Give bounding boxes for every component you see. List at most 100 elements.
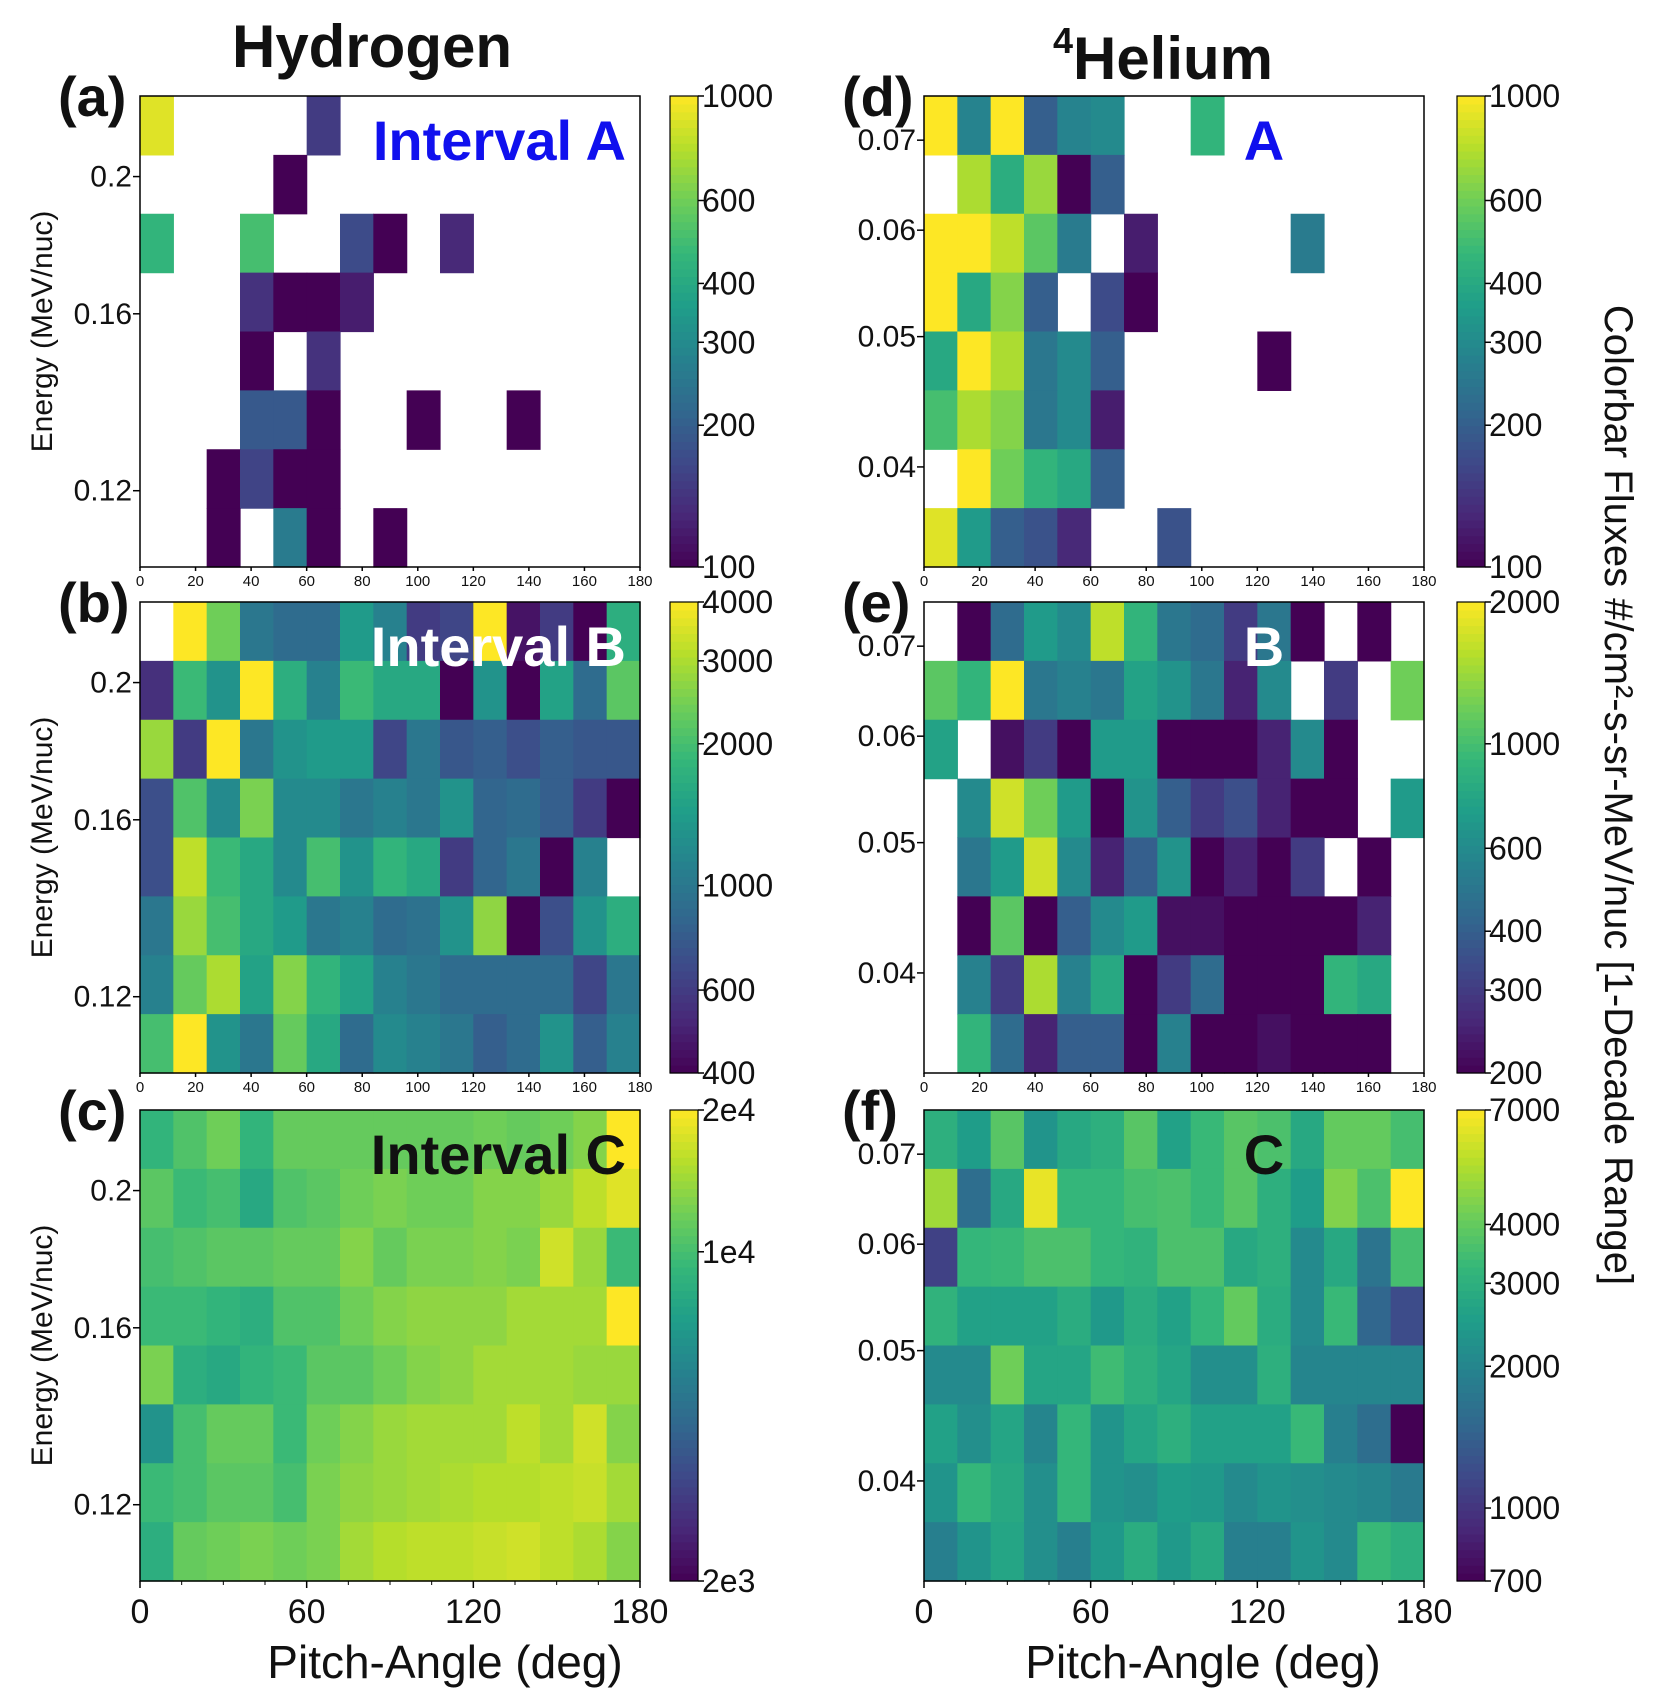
heatmap-cell	[240, 1286, 274, 1347]
colorbar-segment	[670, 1321, 698, 1331]
heatmap-cell	[1024, 449, 1058, 509]
heatmap-cell	[957, 778, 992, 839]
heatmap-cell	[1290, 719, 1325, 780]
heatmap-cell	[173, 955, 208, 1015]
heatmap-cell	[1057, 1286, 1092, 1347]
heatmap-cell	[506, 719, 541, 780]
colorbar-segment	[670, 229, 698, 238]
heatmap-cells-c	[140, 1110, 641, 1582]
heatmap-cell	[373, 508, 408, 568]
heatmap-cell	[273, 1345, 308, 1405]
x-tick-label: 100	[1189, 573, 1214, 590]
colorbar-segment	[1457, 829, 1485, 839]
heatmap-cell	[606, 1110, 641, 1170]
heatmap-cell	[240, 213, 274, 274]
colorbar-segment	[1457, 150, 1485, 160]
heatmap-cell	[1357, 1168, 1392, 1229]
heatmap-cell	[924, 1404, 958, 1464]
heatmap-cell	[140, 213, 174, 274]
colorbar-segment	[1457, 1235, 1485, 1245]
heatmap-cell	[1224, 778, 1258, 839]
heatmap-cell	[306, 508, 341, 568]
heatmap-cell	[1224, 1014, 1258, 1074]
colorbar-segment	[670, 735, 698, 744]
heatmap-cell	[473, 1227, 508, 1288]
colorbar-tick-label: 2000	[1489, 584, 1560, 620]
title-helium-superscript: 4	[1053, 20, 1073, 61]
heatmap-cell	[373, 213, 408, 274]
colorbar-d: 100 200 300 400 600 1000	[1456, 78, 1560, 585]
colorbar-segment	[670, 425, 698, 435]
heatmap-cell	[1090, 1110, 1125, 1170]
panel-d: 0.07 0.06 0.05 0.04 0 20 40 60 80 100 120 140 160 180…	[842, 65, 1560, 590]
heatmap-cell	[573, 896, 608, 956]
heatmap-cell	[373, 1286, 408, 1347]
heatmap-cell	[1124, 1168, 1158, 1229]
heatmap-cell	[206, 1110, 241, 1170]
colorbar-segment	[670, 1125, 698, 1135]
heatmap-cell	[140, 955, 174, 1015]
heatmap-cell	[1124, 719, 1158, 780]
colorbar-segment	[670, 253, 698, 262]
colorbar-segment	[1457, 1518, 1485, 1527]
colorbar-segment	[670, 1057, 698, 1066]
heatmap-cell	[506, 1168, 541, 1229]
colorbar-segment	[1457, 221, 1485, 231]
heatmap-cell	[573, 602, 608, 662]
colorbar-segment	[670, 150, 698, 160]
colorbar-segment	[670, 457, 698, 466]
heatmap-cell	[1057, 660, 1092, 721]
colorbar-tick-label: 3000	[1489, 1265, 1560, 1301]
colorbar-segment	[1457, 892, 1485, 901]
heatmap-cell	[506, 1014, 541, 1074]
heatmap-cell	[173, 1522, 208, 1582]
colorbar-segment	[1457, 1439, 1485, 1449]
colorbar-segment	[670, 339, 698, 348]
colorbar-segment	[1457, 798, 1485, 807]
heatmap-cell	[1257, 896, 1292, 956]
heatmap-cell	[924, 508, 958, 568]
colorbar-segment	[1457, 449, 1485, 458]
heatmap-cell	[273, 1227, 308, 1288]
heatmap-cell	[140, 1463, 174, 1523]
colorbar-segment	[1457, 1141, 1485, 1150]
colorbar-segment	[1457, 633, 1485, 642]
colorbar-segment	[1457, 394, 1485, 403]
colorbar-segment	[1457, 1188, 1485, 1197]
heatmap-cell	[1324, 1286, 1358, 1347]
colorbar-segment	[670, 1455, 698, 1464]
x-tick-label: 100	[405, 573, 430, 590]
heatmap-cell	[506, 778, 541, 839]
colorbar-segment	[670, 543, 698, 552]
colorbar-segment	[1457, 519, 1485, 529]
colorbar-segment	[1457, 900, 1485, 909]
heatmap-cell	[440, 896, 474, 956]
colorbar-segment	[1457, 625, 1485, 634]
colorbar-segment	[670, 719, 698, 729]
heatmap-cell	[1324, 719, 1358, 780]
heatmap-cell	[1124, 1227, 1158, 1288]
heatmap-cell	[373, 837, 408, 897]
heatmap-cell	[1090, 837, 1125, 897]
heatmap-cell	[406, 837, 441, 897]
colorbar-segment	[670, 1235, 698, 1245]
heatmap-cell	[540, 602, 574, 662]
heatmap-cell	[1024, 508, 1058, 568]
heatmap-cell	[173, 1227, 208, 1288]
heatmap-cell	[1390, 778, 1425, 839]
heatmap-cell	[240, 955, 274, 1015]
heatmap-cell	[1190, 955, 1225, 1015]
heatmap-cell	[957, 1522, 992, 1582]
x-tick-label: 20	[187, 573, 204, 590]
colorbar-segment	[1457, 1353, 1485, 1362]
colorbar-segment	[670, 1282, 698, 1292]
heatmap-cell	[1324, 1168, 1358, 1229]
heatmap-cell	[506, 1522, 541, 1582]
heatmap-cell	[1224, 1110, 1258, 1170]
colorbar-segment	[670, 1306, 698, 1315]
colorbar-segment	[1457, 1541, 1485, 1551]
heatmap-cell	[206, 955, 241, 1015]
heatmap-cell	[240, 660, 274, 721]
heatmap-cell	[340, 1286, 374, 1347]
colorbar-segment	[1457, 1314, 1485, 1323]
